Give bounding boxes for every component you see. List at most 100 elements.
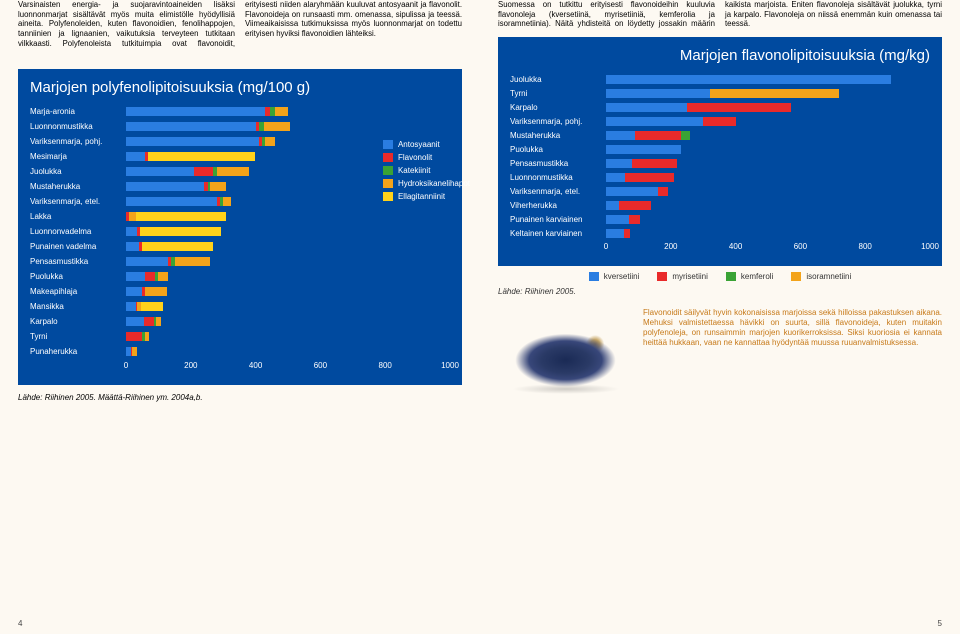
bar-row: Punainen karviainen bbox=[510, 212, 930, 226]
bar-seg bbox=[126, 272, 145, 281]
bar-seg bbox=[145, 272, 155, 281]
bar-label: Mansikka bbox=[30, 302, 126, 311]
bar-seg bbox=[144, 317, 154, 326]
bar-row: Mansikka bbox=[30, 299, 450, 314]
legend-swatch bbox=[383, 153, 393, 162]
bar-track bbox=[606, 103, 930, 112]
bar-seg bbox=[136, 212, 227, 221]
bar-label: Mustaherukka bbox=[30, 182, 126, 191]
bar-track bbox=[606, 159, 930, 168]
bar-seg bbox=[141, 302, 164, 311]
bar-track bbox=[606, 145, 930, 154]
bar-track bbox=[126, 227, 450, 236]
bar-seg bbox=[606, 229, 624, 238]
bar-seg bbox=[606, 117, 703, 126]
bar-row: Lakka bbox=[30, 209, 450, 224]
axis-tick: 400 bbox=[249, 361, 262, 370]
bar-seg bbox=[175, 257, 211, 266]
bar-row: Viherherukka bbox=[510, 198, 930, 212]
bar-track bbox=[606, 89, 930, 98]
bar-label: Karpalo bbox=[30, 317, 126, 326]
bar-seg bbox=[126, 182, 204, 191]
axis-tick: 200 bbox=[184, 361, 197, 370]
bar-seg bbox=[140, 227, 221, 236]
chart1-block: Marjojen polyfenolipitoisuuksia (mg/100 … bbox=[18, 69, 462, 385]
left-page: Varsinaisten energia- ja suojaravintoain… bbox=[0, 0, 480, 634]
axis-tick: 400 bbox=[729, 242, 742, 251]
legend-swatch bbox=[726, 272, 736, 281]
legend-label: Hydroksikanelihapot bbox=[398, 179, 470, 188]
bar-seg bbox=[681, 131, 691, 140]
bar-track bbox=[606, 229, 930, 238]
bar-seg bbox=[126, 287, 142, 296]
legend-label: myrisetiini bbox=[672, 272, 708, 281]
axis-tick: 800 bbox=[379, 361, 392, 370]
chart2-source: Lähde: Riihinen 2005. bbox=[498, 287, 942, 296]
legend-swatch bbox=[383, 140, 393, 149]
left-body-text: Varsinaisten energia- ja suojaravintoain… bbox=[18, 0, 462, 49]
axis-row: 02004006008001000 bbox=[30, 361, 450, 373]
bar-seg bbox=[606, 145, 681, 154]
bar-label: Mesimarja bbox=[30, 152, 126, 161]
chart2-title: Marjojen flavonolipitoisuuksia (mg/kg) bbox=[510, 47, 930, 64]
bar-seg bbox=[629, 215, 640, 224]
bar-track bbox=[606, 173, 930, 182]
bar-seg bbox=[145, 332, 148, 341]
chart2-area: Juolukka Tyrni Karpalo Variksenmarja, pohj.… bbox=[510, 72, 930, 254]
legend-label: kemferoli bbox=[741, 272, 773, 281]
bar-row: Luonnonvadelma bbox=[30, 224, 450, 239]
bar-label: Luonnonmustikka bbox=[510, 173, 606, 182]
legend-label: Antosyaanit bbox=[398, 140, 440, 149]
bar-seg bbox=[126, 317, 144, 326]
bar-track bbox=[126, 107, 450, 116]
bar-track bbox=[126, 332, 450, 341]
bar-seg bbox=[126, 302, 136, 311]
bar-row: Tyrni bbox=[510, 86, 930, 100]
bar-seg bbox=[606, 159, 632, 168]
bar-label: Viherherukka bbox=[510, 201, 606, 210]
bar-track bbox=[126, 242, 450, 251]
bar-row: Juolukka bbox=[510, 72, 930, 86]
bar-seg bbox=[156, 317, 161, 326]
bar-seg bbox=[606, 131, 635, 140]
bar-track bbox=[606, 117, 930, 126]
bar-seg bbox=[624, 229, 630, 238]
bar-seg bbox=[142, 242, 213, 251]
bar-track bbox=[606, 187, 930, 196]
bar-seg bbox=[126, 242, 139, 251]
bar-seg bbox=[194, 167, 213, 176]
legend-item: Ellagitanniinit bbox=[383, 192, 470, 201]
bar-label: Keltainen karviainen bbox=[510, 229, 606, 238]
bar-seg bbox=[126, 137, 259, 146]
bar-seg bbox=[158, 272, 168, 281]
bar-seg bbox=[217, 167, 249, 176]
bar-label: Variksenmarja, etel. bbox=[30, 197, 126, 206]
bar-label: Juolukka bbox=[510, 75, 606, 84]
bar-row: Karpalo bbox=[510, 100, 930, 114]
bar-track bbox=[126, 347, 450, 356]
legend-swatch bbox=[383, 166, 393, 175]
bar-seg bbox=[126, 122, 256, 131]
axis-ticks: 02004006008001000 bbox=[126, 361, 450, 373]
legend-item: Hydroksikanelihapot bbox=[383, 179, 470, 188]
bar-label: Marja-aronia bbox=[30, 107, 126, 116]
bar-label: Makeapihlaja bbox=[30, 287, 126, 296]
bar-label: Mustaherukka bbox=[510, 131, 606, 140]
chart2-legend: kversetiinimyrisetiinikemferoliisoramnet… bbox=[498, 272, 942, 281]
bar-track bbox=[126, 272, 450, 281]
bar-track bbox=[606, 75, 930, 84]
axis-tick: 200 bbox=[664, 242, 677, 251]
bar-seg bbox=[635, 131, 680, 140]
legend-item: Flavonolit bbox=[383, 153, 470, 162]
bar-seg bbox=[703, 117, 735, 126]
page-num-right: 5 bbox=[938, 619, 942, 628]
bar-row: Marja-aronia bbox=[30, 104, 450, 119]
legend-label: kversetiini bbox=[604, 272, 640, 281]
legend-item: Antosyaanit bbox=[383, 140, 470, 149]
chart2-block: Marjojen flavonolipitoisuuksia (mg/kg) J… bbox=[498, 37, 942, 266]
axis-tick: 600 bbox=[314, 361, 327, 370]
bar-row: Variksenmarja, pohj. bbox=[510, 114, 930, 128]
right-body-text: Suomessa on tutkittu erityisesti flavono… bbox=[498, 0, 942, 29]
bar-row: Punaherukka bbox=[30, 344, 450, 359]
bar-label: Karpalo bbox=[510, 103, 606, 112]
